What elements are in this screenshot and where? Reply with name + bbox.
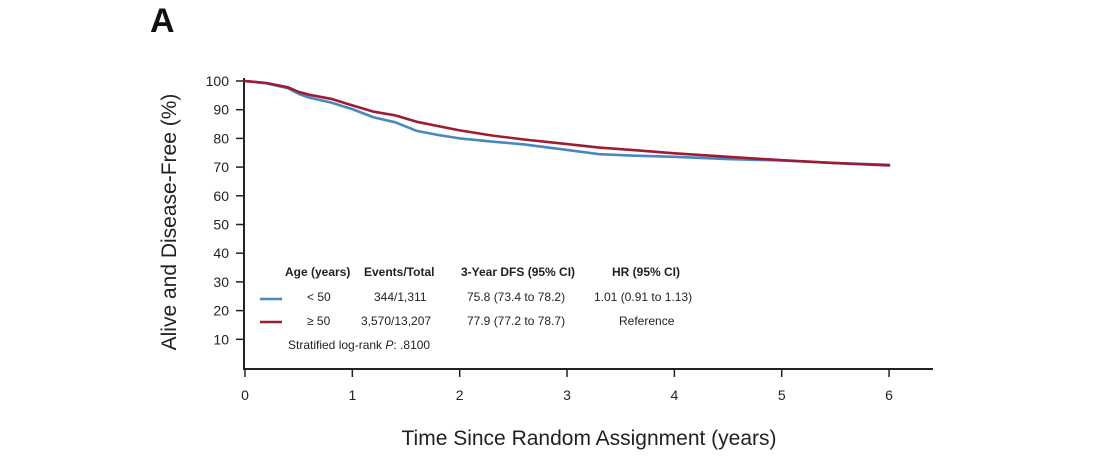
legend-footnote-p: P — [385, 338, 393, 352]
y-ticks: 10 20 30 40 50 60 70 80 90 100 — [206, 73, 244, 347]
legend-header-events: Events/Total — [364, 265, 434, 279]
series-line-under-50 — [243, 79, 891, 167]
series-line-50-plus — [243, 79, 891, 167]
x-ticks: 0 1 2 3 4 5 6 — [241, 369, 893, 403]
y-tick-label: 90 — [213, 102, 229, 118]
series-lines — [243, 79, 891, 167]
y-tick-label: 80 — [213, 130, 229, 146]
x-tick-label: 3 — [563, 387, 571, 403]
panel-label: A — [150, 2, 175, 40]
legend-row-50-plus-events: 3,570/13,207 — [361, 314, 431, 328]
y-tick-label: 20 — [213, 303, 229, 319]
legend-row-under-50-events: 344/1,311 — [374, 290, 427, 304]
x-tick-label: 6 — [885, 387, 893, 403]
legend-row-50-plus-hr: Reference — [619, 314, 675, 328]
x-tick-label: 4 — [670, 387, 678, 403]
y-tick-label: 40 — [213, 245, 229, 261]
legend-footnote-prefix: Stratified log-rank — [288, 338, 385, 352]
x-tick-label: 2 — [456, 387, 464, 403]
y-tick-label: 70 — [213, 159, 229, 175]
legend-header-hr: HR (95% CI) — [612, 265, 680, 279]
legend-row-under-50-dfs: 75.8 (73.4 to 78.2) — [467, 290, 565, 304]
legend-header-dfs: 3-Year DFS (95% CI) — [461, 265, 575, 279]
legend-row-50-plus-age: ≥ 50 — [307, 314, 331, 328]
legend-row-under-50-age: < 50 — [307, 290, 331, 304]
y-axis-title: Alive and Disease-Free (%) — [158, 94, 181, 351]
x-tick-label: 5 — [778, 387, 786, 403]
x-axis-title: Time Since Random Assignment (years) — [401, 427, 776, 450]
y-tick-label: 10 — [213, 331, 229, 347]
x-tick-label: 0 — [241, 387, 249, 403]
legend-row-under-50-hr: 1.01 (0.91 to 1.13) — [594, 290, 692, 304]
x-tick-label: 1 — [348, 387, 356, 403]
legend-table: Age (years) Events/Total 3-Year DFS (95%… — [260, 265, 692, 352]
legend-header-age: Age (years) — [285, 265, 350, 279]
axes — [243, 78, 933, 370]
y-tick-label: 100 — [206, 73, 230, 89]
legend-row-50-plus-dfs: 77.9 (77.2 to 78.7) — [467, 314, 565, 328]
y-tick-label: 60 — [213, 188, 229, 204]
y-tick-label: 30 — [213, 274, 229, 290]
y-tick-label: 50 — [213, 217, 229, 233]
legend-footnote-value: : .8100 — [393, 338, 430, 352]
legend-footnote: Stratified log-rank P: .8100 — [288, 338, 430, 352]
